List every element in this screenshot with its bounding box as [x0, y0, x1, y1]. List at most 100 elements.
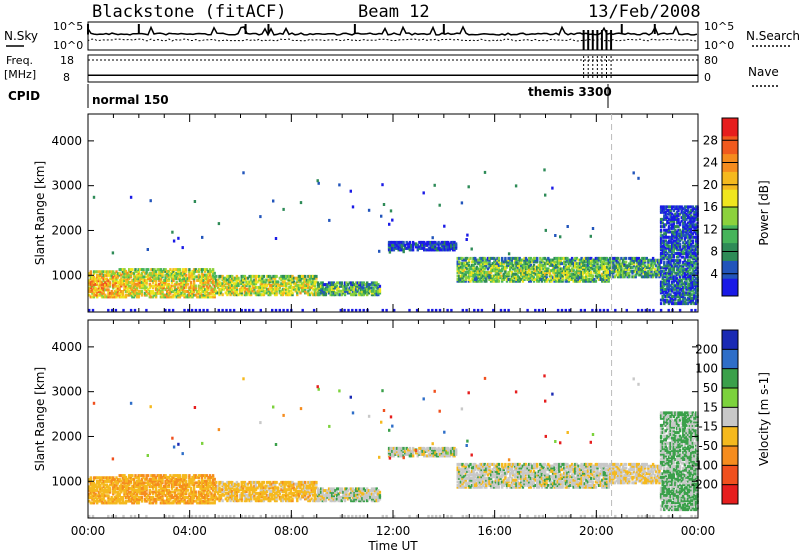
echo-cell [664, 235, 667, 239]
echo-cell [124, 477, 128, 481]
echo-cell [332, 283, 335, 287]
echo-cell [183, 308, 186, 312]
echo-cell [161, 492, 164, 496]
echo-cell [628, 264, 631, 268]
echo-cell [477, 262, 480, 266]
echo-cell [550, 263, 553, 267]
echo-cell [177, 488, 180, 492]
echo-cell [140, 293, 144, 297]
echo-cell [99, 293, 102, 297]
echo-cell [318, 293, 321, 297]
echo-cell [671, 219, 674, 223]
echo-cell [588, 258, 591, 262]
echo-cell [166, 490, 169, 494]
echo-cell [164, 494, 167, 498]
echo-cell [672, 241, 675, 245]
echo-cell [204, 474, 207, 478]
echo-cell [126, 282, 129, 286]
echo-cell [624, 264, 628, 268]
echo-cell [166, 290, 169, 293]
echo-cell [246, 280, 250, 284]
echo-cell [462, 258, 466, 262]
echo-cell [135, 279, 139, 282]
echo-cell [464, 267, 467, 271]
echo-cell [483, 170, 487, 174]
echo-cell [682, 289, 685, 293]
echo-cell [96, 485, 99, 489]
echo-cell [115, 279, 118, 283]
echo-cell [693, 253, 696, 257]
echo-cell [139, 282, 142, 286]
echo-cell [140, 277, 144, 281]
echo-cell [667, 255, 671, 259]
echo-cell [94, 290, 97, 293]
echo-cell [278, 285, 281, 289]
echo-cell [683, 268, 687, 272]
echo-cell [231, 291, 234, 295]
echo-cell [644, 267, 647, 271]
echo-cell [183, 269, 186, 273]
echo-cell [192, 486, 196, 490]
echo-cell [378, 249, 381, 253]
echo-cell [115, 273, 118, 277]
echo-cell [659, 284, 663, 288]
echo-cell [139, 479, 142, 483]
echo-cell [199, 279, 202, 282]
echo-cell [688, 284, 691, 288]
echo-cell [167, 499, 170, 503]
echo-cell [690, 264, 693, 268]
echo-cell [690, 266, 693, 270]
echo-cell [139, 486, 142, 490]
echo-cell [467, 269, 471, 273]
echo-cell [135, 273, 139, 277]
echo-cell [199, 485, 202, 488]
echo-cell [674, 232, 677, 236]
echo-cell [154, 277, 158, 281]
echo-cell [323, 289, 326, 293]
echo-cell [172, 475, 175, 479]
echo-cell [181, 286, 185, 290]
echo-cell [671, 296, 674, 300]
echo-cell [310, 276, 313, 280]
echo-cell [202, 499, 205, 503]
echo-cell [140, 483, 144, 487]
echo-cell [491, 263, 494, 267]
echo-cell [516, 270, 520, 274]
echo-cell [240, 285, 243, 289]
echo-cell [118, 479, 121, 483]
echo-cell [678, 293, 682, 297]
echo-cell [167, 293, 170, 297]
echo-cell [159, 474, 163, 478]
echo-cell [373, 281, 377, 285]
echo-cell [671, 248, 674, 252]
echo-cell [313, 284, 316, 287]
echo-cell [164, 268, 167, 272]
echo-cell [234, 278, 237, 282]
echo-cell [582, 272, 585, 276]
echo-cell [669, 287, 672, 291]
echo-cell [291, 278, 294, 282]
echo-cell [618, 262, 621, 266]
echo-cell [674, 271, 677, 275]
echo-cell [605, 267, 609, 271]
echo-cell [586, 267, 590, 271]
echo-cell [493, 263, 496, 267]
echo-cell [554, 234, 557, 237]
echo-cell [488, 260, 491, 264]
echo-cell [178, 275, 182, 279]
echo-cell [653, 267, 656, 271]
echo-cell [216, 291, 220, 295]
echo-cell [693, 235, 696, 239]
echo-cell [286, 293, 289, 297]
echo-cell [180, 271, 183, 275]
echo-cell [277, 282, 280, 286]
echo-cell [688, 234, 691, 238]
echo-cell [532, 260, 536, 264]
echo-cell [99, 281, 102, 285]
echo-cell [159, 279, 163, 282]
echo-cell [361, 283, 364, 287]
echo-cell [682, 264, 685, 268]
echo-cell [550, 278, 553, 281]
echo-cell [124, 492, 128, 496]
